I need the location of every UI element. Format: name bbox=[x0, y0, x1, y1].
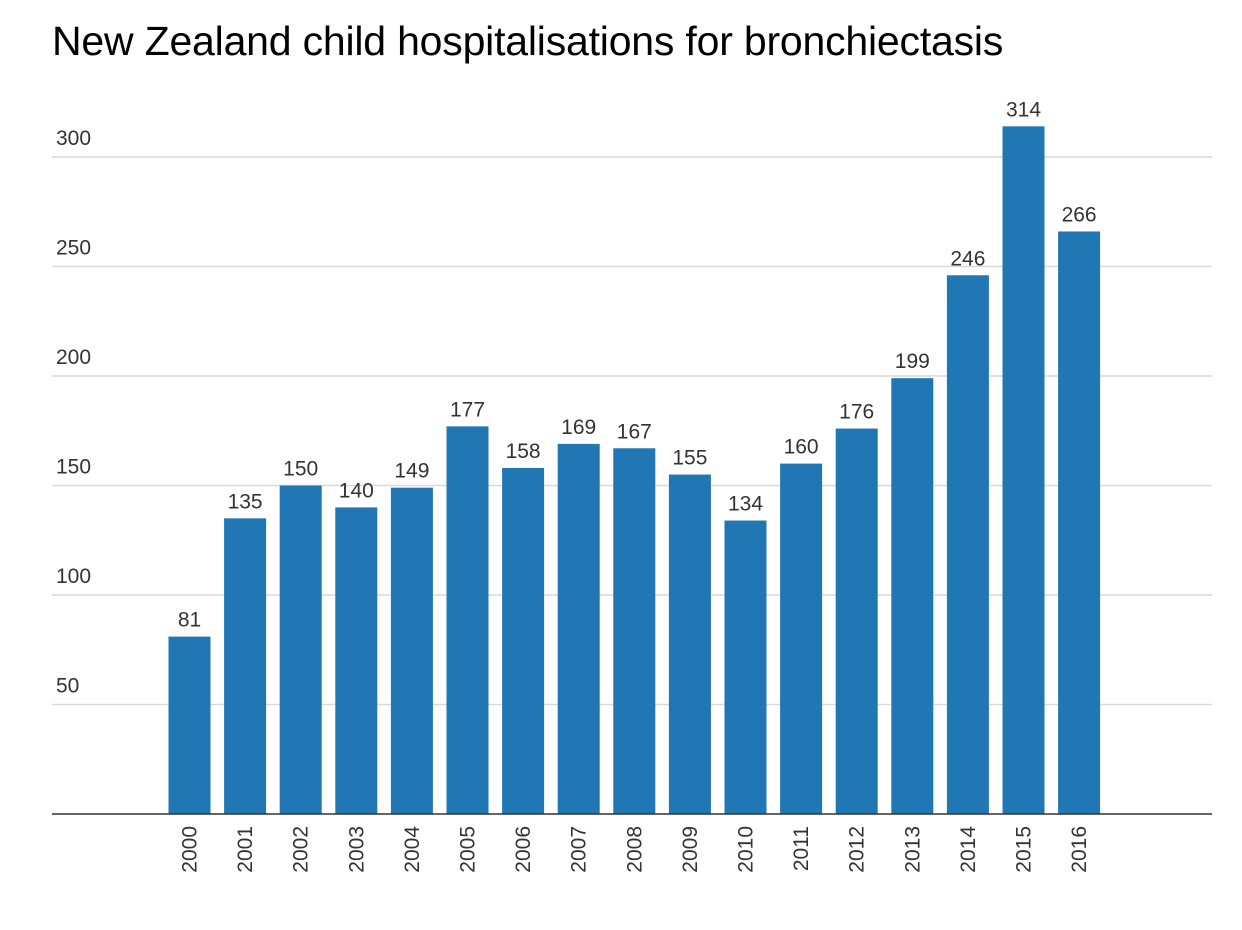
x-tick-label: 2013 bbox=[901, 826, 924, 873]
y-tick-label: 50 bbox=[56, 675, 79, 698]
data-label: 177 bbox=[450, 398, 485, 421]
x-tick-label: 2003 bbox=[345, 826, 368, 873]
x-tick-label: 2015 bbox=[1013, 826, 1036, 873]
x-tick-label: 2007 bbox=[568, 826, 591, 873]
bar bbox=[1002, 126, 1045, 815]
data-label: 81 bbox=[178, 609, 201, 632]
data-label: 149 bbox=[394, 460, 429, 483]
chart-title: New Zealand child hospitalisations for b… bbox=[52, 18, 1004, 64]
y-tick-label: 300 bbox=[56, 127, 91, 150]
data-label: 169 bbox=[561, 416, 596, 439]
bar bbox=[835, 428, 878, 814]
bar bbox=[335, 507, 378, 814]
data-label: 135 bbox=[228, 490, 263, 513]
bar bbox=[446, 426, 489, 814]
bar bbox=[613, 448, 656, 814]
bar bbox=[1058, 231, 1101, 814]
bar bbox=[557, 443, 600, 814]
data-label: 167 bbox=[617, 420, 652, 443]
data-label: 155 bbox=[672, 447, 707, 470]
y-tick-label: 250 bbox=[56, 237, 91, 260]
data-label: 160 bbox=[784, 436, 819, 459]
x-tick-label: 2010 bbox=[735, 826, 758, 873]
x-tick-label: 2014 bbox=[957, 826, 980, 873]
x-tick-label: 2001 bbox=[234, 826, 257, 873]
x-axis-ticks: 2000 2001 2002 2003 2004 2005 2006 2007 2008 2009… bbox=[179, 826, 1092, 873]
y-axis-ticks: 50 100 150 200 250 300 bbox=[56, 127, 91, 698]
bar bbox=[724, 520, 767, 814]
data-label: 266 bbox=[1062, 203, 1097, 226]
bar bbox=[891, 378, 934, 814]
data-label: 199 bbox=[895, 350, 930, 373]
bar bbox=[168, 636, 211, 814]
bar bbox=[502, 467, 545, 814]
data-label: 314 bbox=[1006, 98, 1041, 121]
x-tick-label: 2006 bbox=[512, 826, 535, 873]
x-tick-label: 2008 bbox=[623, 826, 646, 873]
x-tick-label: 2012 bbox=[846, 826, 869, 873]
x-tick-label: 2011 bbox=[790, 826, 813, 871]
x-tick-label: 2004 bbox=[401, 826, 424, 873]
data-label: 176 bbox=[839, 401, 874, 424]
data-label: 246 bbox=[950, 247, 985, 270]
data-labels: 81 135 150 140 149 177 158 169 167 155 134 160 176 19… bbox=[178, 98, 1097, 631]
y-tick-label: 200 bbox=[56, 346, 91, 369]
bar bbox=[780, 463, 823, 814]
data-label: 140 bbox=[339, 479, 374, 502]
data-label: 150 bbox=[283, 458, 318, 481]
bar bbox=[224, 518, 267, 814]
bars bbox=[168, 126, 1101, 815]
bar bbox=[668, 474, 711, 814]
x-tick-label: 2000 bbox=[179, 826, 202, 873]
x-tick-label: 2002 bbox=[290, 826, 313, 873]
bar bbox=[279, 485, 322, 814]
y-tick-label: 100 bbox=[56, 565, 91, 588]
data-label: 158 bbox=[506, 440, 541, 463]
bar bbox=[946, 275, 989, 814]
data-label: 134 bbox=[728, 493, 763, 516]
x-tick-label: 2009 bbox=[679, 826, 702, 873]
x-tick-label: 2016 bbox=[1068, 826, 1091, 873]
x-tick-label: 2005 bbox=[457, 826, 480, 873]
y-tick-label: 150 bbox=[56, 456, 91, 479]
bar bbox=[390, 487, 433, 814]
